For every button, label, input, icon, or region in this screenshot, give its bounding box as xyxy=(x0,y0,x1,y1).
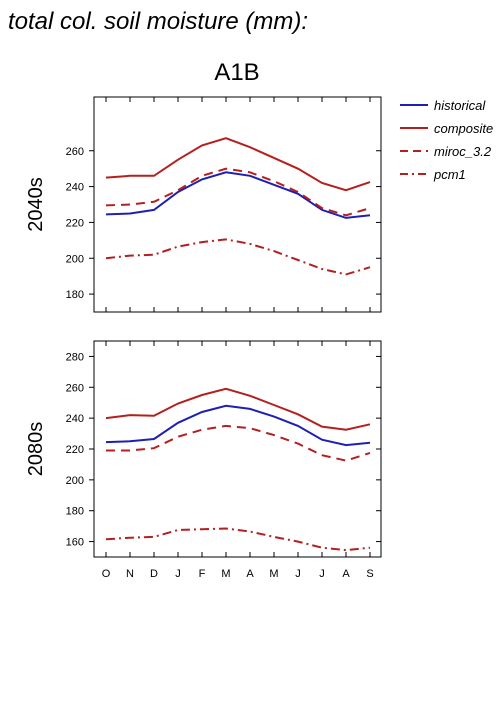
x-tick-label: M xyxy=(221,568,230,580)
legend-label-miroc_3.2: miroc_3.2 xyxy=(434,144,492,159)
x-tick-label: O xyxy=(102,568,111,580)
y-tick-label: 240 xyxy=(66,413,84,425)
x-tick-label: N xyxy=(126,568,134,580)
series-line-pcm1 xyxy=(105,527,371,552)
legend-label-composite: composite xyxy=(434,121,493,136)
x-tick-label: D xyxy=(150,568,158,580)
series-line-historical xyxy=(105,171,371,219)
y-tick-label: 200 xyxy=(66,475,84,487)
y-tick-label: 260 xyxy=(66,146,84,158)
x-tick-label: A xyxy=(246,568,254,580)
row-label-2080s: 2080s xyxy=(25,422,47,477)
y-tick-label: 200 xyxy=(66,253,84,265)
legend-label-pcm1: pcm1 xyxy=(433,167,466,182)
y-tick-label: 160 xyxy=(66,537,84,549)
x-tick-label: A xyxy=(342,568,350,580)
x-tick-label: F xyxy=(199,568,206,580)
legend: historical composite miroc_3.2 pcm1 xyxy=(400,98,493,182)
panel-2040s: 180 200 220 240 260 2040s xyxy=(25,96,382,313)
scenario-title: A1B xyxy=(214,59,259,86)
x-tick-label: J xyxy=(175,568,181,580)
y-tick-label: 180 xyxy=(66,506,84,518)
legend-label-historical: historical xyxy=(434,98,486,113)
x-tick-label: S xyxy=(366,568,373,580)
row-label-2040s: 2040s xyxy=(25,177,47,232)
page-title: total col. soil moisture (mm): xyxy=(8,8,309,35)
y-tick-label: 180 xyxy=(66,289,84,301)
x-tick-label: J xyxy=(295,568,301,580)
series-line-composite xyxy=(105,137,371,192)
y-tick-label: 220 xyxy=(66,444,84,456)
series-line-miroc_3.2 xyxy=(105,167,371,217)
plot-frame xyxy=(93,96,382,313)
y-tick-label: 280 xyxy=(66,351,84,363)
series-line-historical xyxy=(105,404,371,447)
series-line-composite xyxy=(105,387,371,431)
series-line-miroc_3.2 xyxy=(106,424,371,462)
y-tick-label: 220 xyxy=(66,217,84,229)
x-tick-label: J xyxy=(319,568,325,580)
series-line-pcm1 xyxy=(105,238,371,276)
y-tick-label: 240 xyxy=(66,182,84,194)
x-tick-label: M xyxy=(269,568,278,580)
panel-2080s: 160 180 200 220 240 260 280 O N D J F M A M J J A S 2080s xyxy=(25,340,382,580)
y-tick-label: 260 xyxy=(66,382,84,394)
